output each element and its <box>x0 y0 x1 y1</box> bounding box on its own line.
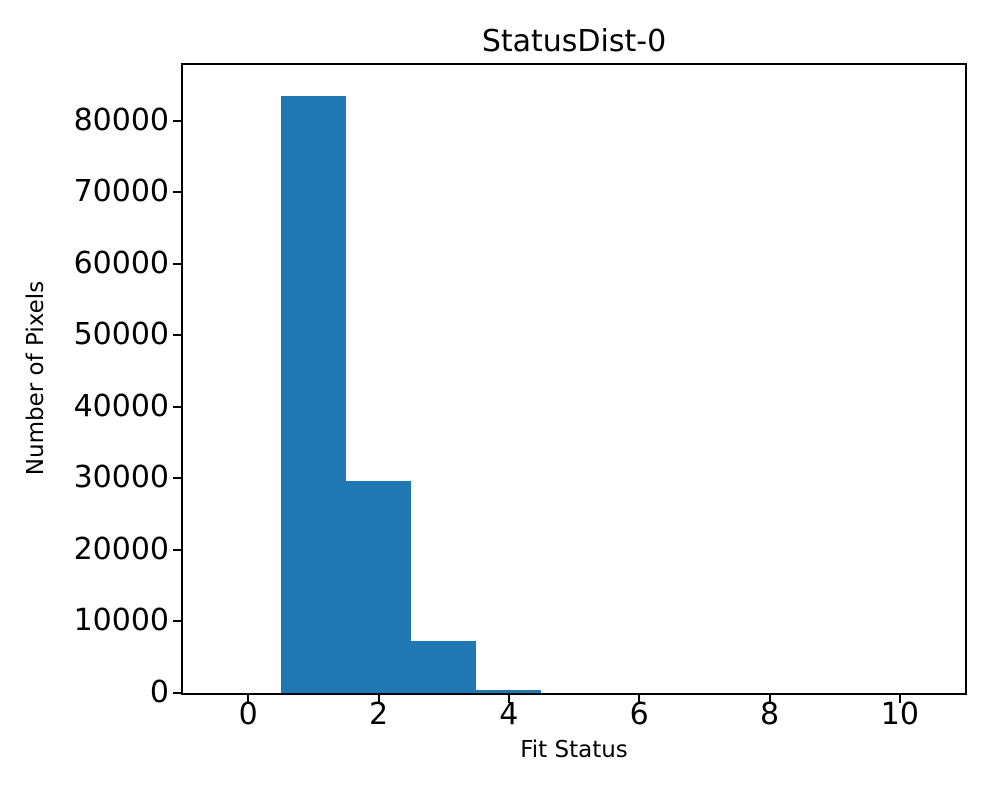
y-tick-label: 80000 <box>73 102 169 138</box>
y-tick-mark <box>173 191 181 194</box>
x-tick-label: 2 <box>368 697 389 732</box>
x-tick-mark <box>507 695 510 703</box>
y-tick-label: 40000 <box>73 388 169 424</box>
x-tick-mark <box>377 695 380 703</box>
x-tick-label: 4 <box>499 697 519 732</box>
y-tick-label: 0 <box>149 675 169 710</box>
y-tick-label: 50000 <box>73 317 169 353</box>
chart-title: StatusDist-0 <box>481 24 667 59</box>
y-tick-mark <box>173 692 181 694</box>
plot-area <box>181 63 967 695</box>
x-tick-mark <box>638 695 641 703</box>
histogram-bar-1 <box>280 96 346 693</box>
y-tick-label: 10000 <box>73 603 169 639</box>
y-axis-label: Number of Pixels <box>23 280 49 476</box>
y-tick-label: 60000 <box>73 245 169 281</box>
y-tick-label: 20000 <box>73 531 169 567</box>
x-tick-label: 6 <box>629 697 649 732</box>
y-tick-mark <box>173 405 181 408</box>
y-tick-mark <box>173 477 181 480</box>
y-tick-mark <box>173 334 181 337</box>
x-tick-label: 8 <box>759 697 780 732</box>
x-tick-mark <box>247 695 250 703</box>
histogram-bar-4 <box>476 690 542 693</box>
y-tick-mark <box>173 119 181 122</box>
y-tick-mark <box>173 262 181 265</box>
y-tick-label: 30000 <box>73 460 169 496</box>
x-tick-mark <box>898 695 901 703</box>
x-tick-mark <box>768 695 771 703</box>
y-tick-mark <box>173 548 181 551</box>
y-tick-mark <box>173 620 181 623</box>
x-tick-label: 10 <box>880 697 919 732</box>
histogram-bar-3 <box>411 640 477 693</box>
x-axis-label: Fit Status <box>520 737 628 763</box>
y-tick-label: 70000 <box>73 174 169 210</box>
histogram-bar-2 <box>345 481 412 693</box>
x-tick-label: 0 <box>238 697 258 732</box>
